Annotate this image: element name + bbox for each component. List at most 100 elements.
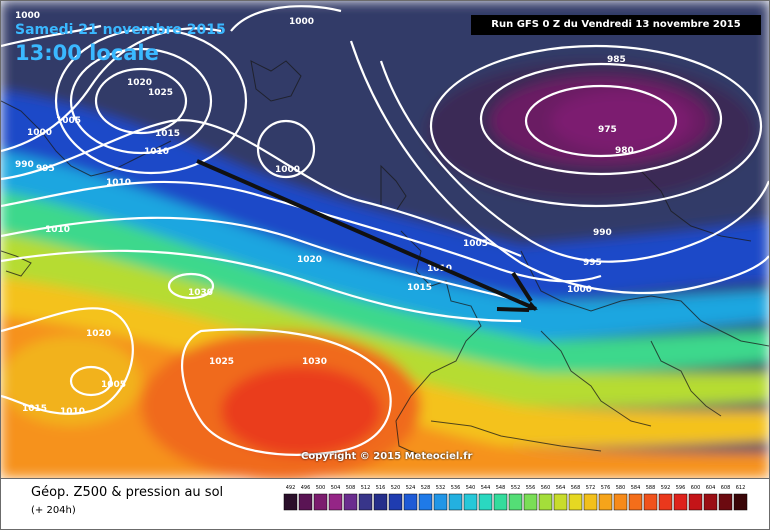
isobar-label: 1020 [297,255,322,265]
coastlines [1,60,769,457]
scale-tick-label: 584 [631,485,641,491]
scale-swatch [553,493,568,511]
scale-swatch [523,493,538,511]
scale-swatch [373,493,388,511]
scale-tick-label: 516 [376,485,386,491]
scale-swatch [463,493,478,511]
scale-tick-label: 500 [316,485,326,491]
isobar-label: 995 [36,164,55,174]
scale-tick-label: 568 [571,485,581,491]
copyright-notice: Copyright © 2015 Meteociel.fr [301,451,473,462]
scale-tick-label: 608 [721,485,731,491]
isobar-label: 1005 [463,239,488,249]
scale-tick-label: 592 [661,485,671,491]
scale-swatch [643,493,658,511]
isobar-label: 1025 [209,357,234,367]
scale-swatch [733,493,748,511]
scale-swatch [598,493,613,511]
scale-tick-label: 556 [526,485,536,491]
scale-swatch [313,493,328,511]
isobar-label: 1000 [567,285,592,295]
isobar-label: 995 [583,258,602,268]
storm-track-arrow [196,159,538,312]
scale-tick-label: 572 [586,485,596,491]
isobar-label: 1010 [144,147,169,157]
scale-swatch [568,493,583,511]
isobar-label: 975 [598,125,617,135]
scale-swatch [283,493,298,511]
scale-tick-label: 528 [421,485,431,491]
scale-tick-label: 496 [301,485,311,491]
scale-tick-label: 612 [736,485,746,491]
scale-swatch [538,493,553,511]
isobar-label: 1000 [275,165,300,175]
isobar-label: 1020 [127,78,152,88]
scale-tick-label: 576 [601,485,611,491]
color-scale: 492 496 500 504 508 512 516 520 524 528 532 536 540 5… [283,485,748,511]
scale-tick-label: 604 [706,485,716,491]
isobar-label: 1000 [289,17,314,27]
scale-swatch [493,493,508,511]
isobar-label: 1000 [15,11,40,21]
scale-swatch [388,493,403,511]
scale-tick-label: 596 [676,485,686,491]
isobar-label: 1020 [86,329,111,339]
forecast-offset: (+ 204h) [31,505,76,516]
scale-tick-label: 524 [406,485,416,491]
scale-tick-label: 544 [481,485,491,491]
scale-tick-label: 536 [451,485,461,491]
scale-swatch [688,493,703,511]
scale-swatch [403,493,418,511]
isobar-label: 990 [15,160,34,170]
isobar-label: 1025 [148,88,173,98]
isobar-label: 1010 [45,225,70,235]
scale-swatch [343,493,358,511]
scale-swatch [298,493,313,511]
scale-tick-label: 508 [346,485,356,491]
scale-tick-label: 580 [616,485,626,491]
isobar-label: 985 [607,55,626,65]
isobar-label: 1015 [22,404,47,414]
isobar-label: 1015 [407,283,432,293]
scale-tick-label: 564 [556,485,566,491]
scale-tick-label: 520 [391,485,401,491]
scale-swatch [418,493,433,511]
scale-swatch [448,493,463,511]
geopotential-field [1,1,769,478]
scale-swatch [658,493,673,511]
scale-tick-label: 492 [286,485,296,491]
scale-swatch [478,493,493,511]
scale-tick-label: 560 [541,485,551,491]
scale-tick-label: 552 [511,485,521,491]
isobar-label: 1000 [27,128,52,138]
isobar-label: 1010 [106,178,131,188]
scale-swatch [703,493,718,511]
scale-tick-label: 540 [466,485,476,491]
scale-swatch [583,493,598,511]
scale-swatch [613,493,628,511]
scale-tick-label: 588 [646,485,656,491]
isobar-label: 1030 [302,357,327,367]
isobar-label: 980 [615,146,634,156]
model-run-label: Run GFS 0 Z du Vendredi 13 novembre 2015 [471,15,761,35]
isobar-label: 990 [593,228,612,238]
legend-title: Géop. Z500 & pression au sol [31,485,224,500]
scale-swatch [433,493,448,511]
forecast-hour: 13:00 locale [15,41,159,65]
isobar-label: 1015 [155,129,180,139]
isobar-label: 1005 [101,380,126,390]
scale-tick-label: 548 [496,485,506,491]
scale-swatch [718,493,733,511]
scale-swatch [508,493,523,511]
isobar-label: 1010 [60,407,85,417]
forecast-date: Samedi 21 novembre 2015 [15,22,226,38]
isobar-label: 1005 [56,116,81,126]
scale-tick-label: 512 [361,485,371,491]
isobars [1,5,769,456]
isobar-label: 1030 [188,288,213,298]
scale-swatch [328,493,343,511]
scale-swatch [358,493,373,511]
